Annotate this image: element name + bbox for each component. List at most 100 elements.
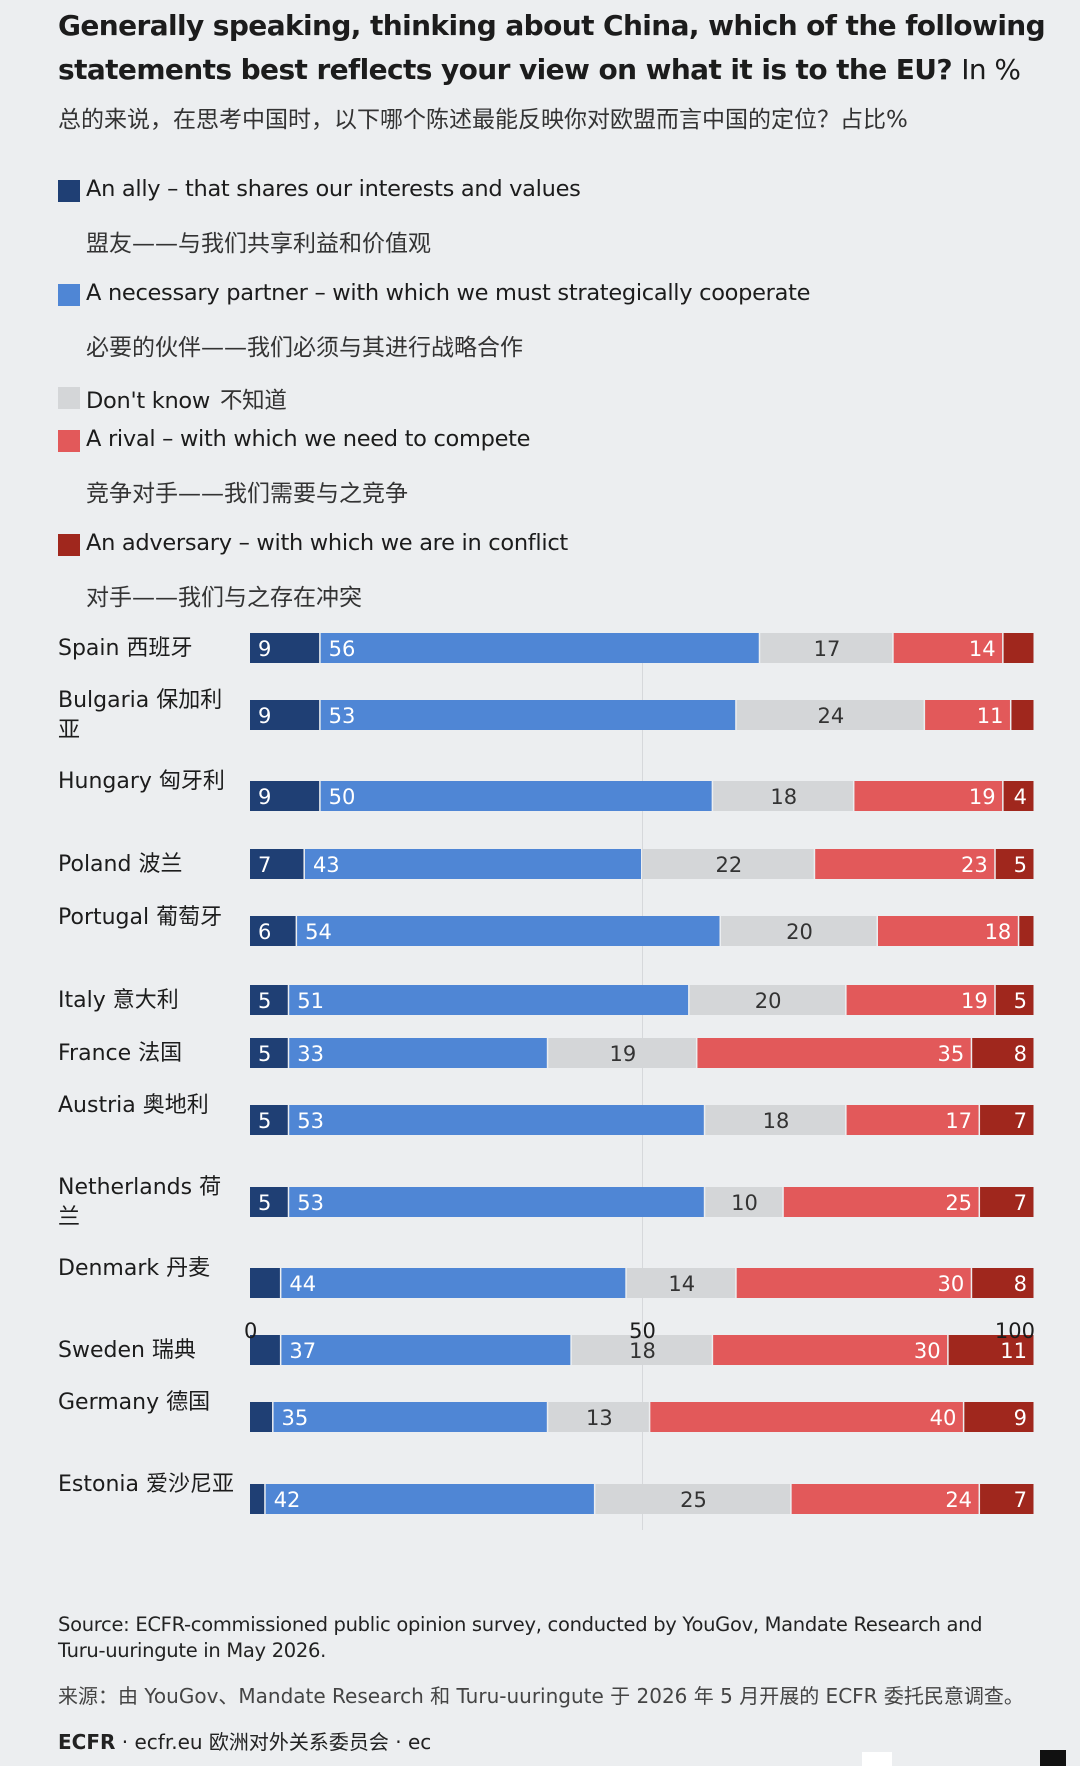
footer-text: · ecfr.eu 欧洲对外关系委员会 · ec: [115, 1730, 432, 1754]
data-label: 18: [985, 920, 1012, 944]
bar-segment: [964, 1402, 1034, 1432]
bar-segment: [265, 1484, 594, 1514]
bar-segment: [250, 916, 296, 946]
legend-swatch-adversary: [58, 534, 80, 556]
data-label: 5: [258, 1191, 271, 1215]
data-label: 14: [668, 1272, 695, 1296]
legend-label-ally-cn: 盟友——与我们共享利益和价值观: [86, 231, 431, 257]
bar-segment: [1003, 633, 1034, 663]
bar-segment: [783, 1187, 979, 1217]
bar-segment: [846, 985, 995, 1015]
legend-label-rival-cn: 竞争对手——我们需要与之竞争: [86, 481, 408, 507]
bar-segment: [980, 1187, 1034, 1217]
chart-title-unit: In %: [961, 53, 1021, 86]
data-label: 53: [297, 1191, 324, 1215]
bar-segment: [650, 1402, 963, 1432]
data-label: 53: [329, 704, 356, 728]
data-label: 5: [258, 989, 271, 1013]
data-label: 30: [914, 1339, 941, 1363]
bar-segment: [250, 633, 320, 663]
data-label: 8: [1014, 1042, 1027, 1066]
country-label: Hungary 匈牙利: [58, 769, 225, 794]
data-label: 30: [937, 1272, 964, 1296]
bar-segment: [697, 1038, 971, 1068]
footer: ECFR · ecfr.eu 欧洲对外关系委员会 · ec: [58, 1726, 431, 1755]
bar-segment: [980, 1105, 1034, 1135]
data-label: 8: [1014, 1272, 1027, 1296]
footer-brand: ECFR: [58, 1730, 116, 1754]
data-label: 56: [329, 637, 356, 661]
bar-segment: [995, 985, 1034, 1015]
bar-segment: [289, 985, 689, 1015]
data-label: 20: [755, 989, 782, 1013]
bar-segment: [250, 1038, 288, 1068]
data-label: 25: [680, 1488, 707, 1512]
legend-label-partner-cn: 必要的伙伴——我们必须与其进行战略合作: [86, 335, 523, 361]
data-label: 18: [770, 785, 797, 809]
data-label: 6: [258, 920, 271, 944]
bar-segment: [304, 849, 641, 879]
bar-segment: [289, 1105, 704, 1135]
data-label: 23: [961, 853, 988, 877]
data-label: 24: [818, 704, 845, 728]
data-label: 54: [305, 920, 332, 944]
bar-segment: [972, 1268, 1034, 1298]
legend-label-ally: An ally – that shares our interests and …: [86, 176, 581, 202]
chart-title-cn: 总的来说，在思考中国时，以下哪个陈述最能反映你对欧盟而言中国的定位？占比%: [58, 107, 908, 133]
legend-swatch-rival: [58, 430, 80, 452]
chart-title-text: Generally speaking, thinking about China…: [58, 9, 1046, 86]
legend-label-dontknow-en: Don't know: [86, 388, 210, 414]
data-label: 18: [629, 1339, 656, 1363]
data-label: 13: [586, 1406, 613, 1430]
data-label: 51: [297, 989, 324, 1013]
bar-segment: [320, 633, 759, 663]
data-label: 17: [945, 1109, 972, 1133]
bar-segment: [948, 1335, 1034, 1365]
legend-swatch-dontknow: [58, 387, 80, 409]
country-label: Sweden 瑞典: [58, 1338, 196, 1363]
source-note: Source: ECFR-commissioned public opinion…: [58, 1613, 983, 1662]
bar-segment: [571, 1335, 712, 1365]
country-label: Bulgaria 保加利亚: [58, 688, 223, 743]
country-label: Denmark 丹麦: [58, 1256, 211, 1281]
data-label: 44: [289, 1272, 316, 1296]
data-label: 24: [945, 1488, 972, 1512]
bar-segment: [815, 849, 995, 879]
bar-segment: [1003, 781, 1034, 811]
source-note-cn: 来源：由 YouGov、Mandate Research 和 Turu-uuri…: [58, 1684, 1024, 1708]
bar-segment: [705, 1105, 846, 1135]
data-label: 11: [1000, 1339, 1027, 1363]
country-label: Italy 意大利: [58, 988, 179, 1013]
x-tick-label: 50: [629, 1319, 656, 1343]
country-label: Estonia 爱沙尼亚: [58, 1472, 234, 1497]
data-label: 22: [715, 853, 742, 877]
x-tick-label: 0: [244, 1319, 257, 1343]
country-label: Germany 德国: [58, 1390, 211, 1415]
legend-label-adversary-cn: 对手——我们与之存在冲突: [86, 585, 362, 611]
bar-segment: [925, 700, 1010, 730]
legend-label-partner: A necessary partner – with which we must…: [86, 280, 811, 306]
bar-segment: [250, 1268, 280, 1298]
bar-segment: [893, 633, 1003, 663]
data-label: 4: [1014, 785, 1027, 809]
country-label: Spain 西班牙: [58, 636, 193, 661]
bar-segment: [713, 1335, 948, 1365]
country-label: France 法国: [58, 1041, 183, 1066]
bar-segment: [721, 916, 877, 946]
country-label: Portugal 葡萄牙: [58, 905, 223, 930]
bar-segment: [736, 1268, 971, 1298]
data-label: 40: [930, 1406, 957, 1430]
data-label: 37: [289, 1339, 316, 1363]
bar-segment: [1011, 700, 1034, 730]
watermark-blot: [1040, 1750, 1066, 1766]
data-label: 5: [1014, 853, 1027, 877]
country-label: Netherlands 荷兰: [58, 1175, 222, 1230]
bar-segment: [281, 1335, 571, 1365]
data-label: 9: [258, 637, 271, 661]
data-label: 9: [1014, 1406, 1027, 1430]
bar-segment: [626, 1268, 736, 1298]
bar-segment: [250, 781, 320, 811]
data-label: 43: [313, 853, 340, 877]
legend-label-rival: A rival – with which we need to compete: [86, 426, 531, 452]
